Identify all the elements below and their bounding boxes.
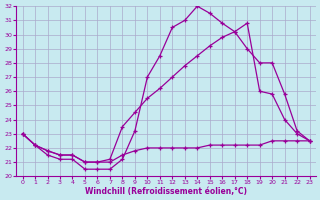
- X-axis label: Windchill (Refroidissement éolien,°C): Windchill (Refroidissement éolien,°C): [85, 187, 247, 196]
